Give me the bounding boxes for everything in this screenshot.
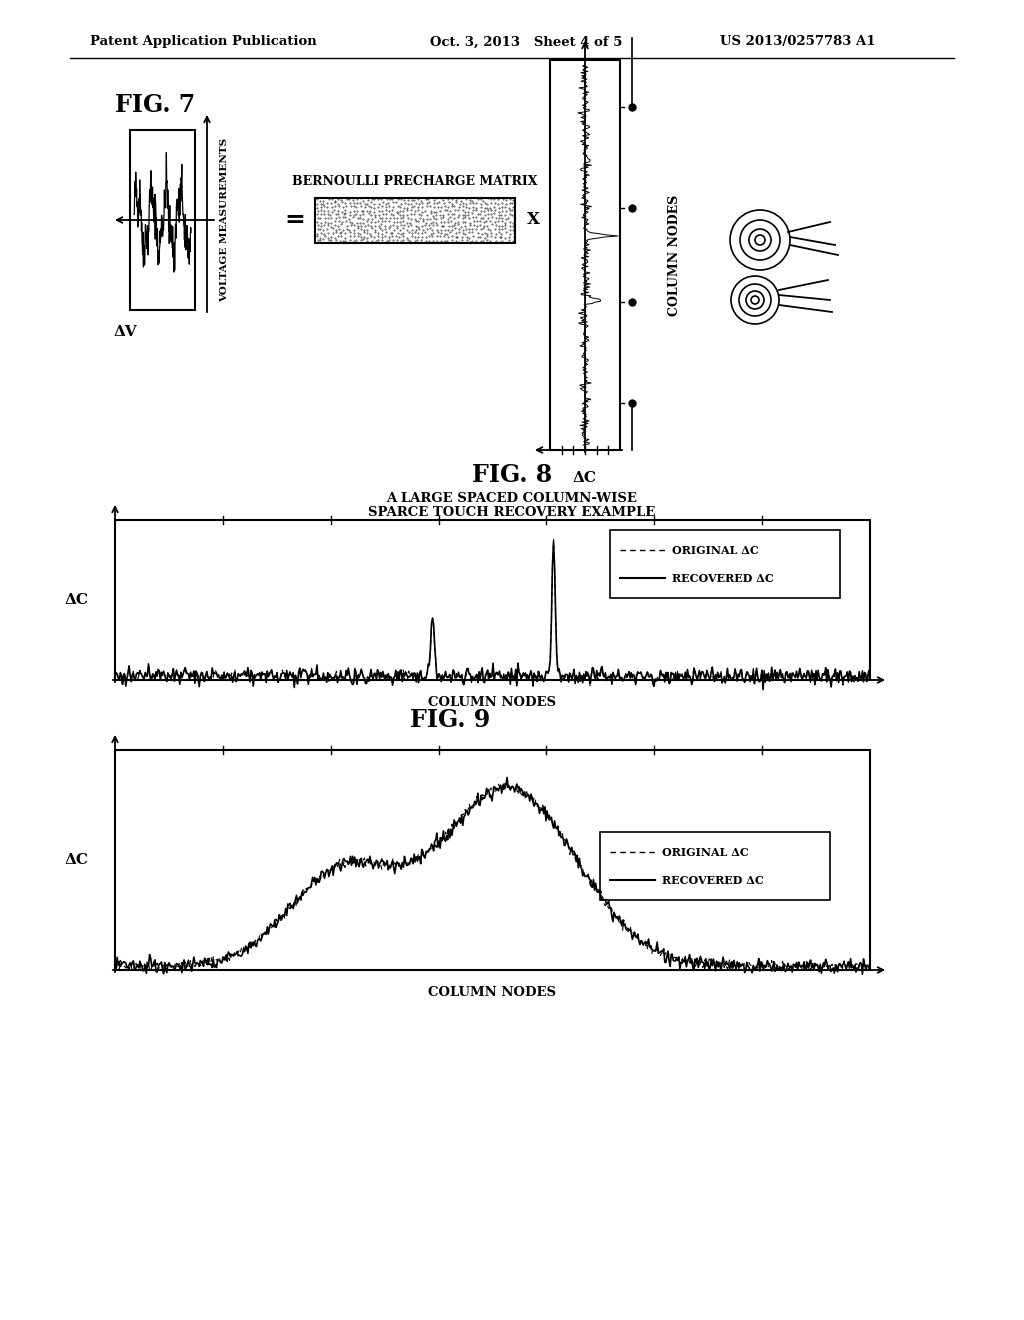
Bar (550, 59, 620, 450)
Text: FIG. 8: FIG. 8 (472, 463, 552, 487)
Text: COLUMN NODES: COLUMN NODES (428, 696, 556, 709)
Text: RECOVERED ΔC: RECOVERED ΔC (672, 573, 774, 583)
Text: COLUMN NODES: COLUMN NODES (428, 986, 556, 998)
Text: =: = (285, 209, 305, 232)
Bar (130, 129, 195, 310)
Text: FIG. 9: FIG. 9 (410, 708, 490, 733)
Text: VOLTAGE MEASUREMENTS: VOLTAGE MEASUREMENTS (220, 137, 229, 302)
Text: Patent Application Publication: Patent Application Publication (90, 36, 316, 49)
Text: ΔV: ΔV (113, 325, 137, 339)
Text: RECOVERED ΔC: RECOVERED ΔC (662, 874, 764, 886)
Bar (600, 832, 830, 900)
Bar (115, 520, 870, 680)
Text: SPARCE TOUCH RECOVERY EXAMPLE: SPARCE TOUCH RECOVERY EXAMPLE (369, 506, 655, 519)
Text: Oct. 3, 2013   Sheet 4 of 5: Oct. 3, 2013 Sheet 4 of 5 (430, 36, 623, 49)
Text: COLUMN NODES: COLUMN NODES (669, 194, 682, 315)
Text: ΔC: ΔC (65, 853, 89, 867)
Bar (115, 750, 870, 970)
Text: A LARGE SPACED COLUMN-WISE: A LARGE SPACED COLUMN-WISE (387, 491, 637, 504)
Text: ORIGINAL ΔC: ORIGINAL ΔC (662, 846, 749, 858)
Bar (315, 198, 515, 243)
Text: US 2013/0257783 A1: US 2013/0257783 A1 (720, 36, 876, 49)
Text: X: X (527, 211, 540, 228)
Text: ΔC: ΔC (65, 593, 89, 607)
Text: FIG. 7: FIG. 7 (115, 92, 196, 117)
Bar (610, 531, 840, 598)
Text: BERNOULLI PRECHARGE MATRIX: BERNOULLI PRECHARGE MATRIX (292, 176, 538, 187)
Text: ΔC: ΔC (573, 471, 597, 484)
Text: ORIGINAL ΔC: ORIGINAL ΔC (672, 544, 759, 556)
